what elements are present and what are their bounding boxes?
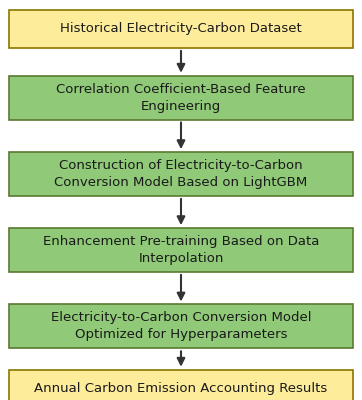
FancyBboxPatch shape <box>9 370 353 400</box>
Text: Correlation Coefficient-Based Feature
Engineering: Correlation Coefficient-Based Feature En… <box>56 83 306 113</box>
FancyBboxPatch shape <box>9 76 353 120</box>
Text: Enhancement Pre-training Based on Data
Interpolation: Enhancement Pre-training Based on Data I… <box>43 235 319 265</box>
Text: Historical Electricity-Carbon Dataset: Historical Electricity-Carbon Dataset <box>60 22 302 35</box>
FancyBboxPatch shape <box>9 152 353 196</box>
FancyBboxPatch shape <box>9 304 353 348</box>
FancyBboxPatch shape <box>9 10 353 48</box>
FancyBboxPatch shape <box>9 228 353 272</box>
Text: Electricity-to-Carbon Conversion Model
Optimized for Hyperparameters: Electricity-to-Carbon Conversion Model O… <box>51 311 311 342</box>
Text: Annual Carbon Emission Accounting Results: Annual Carbon Emission Accounting Result… <box>34 382 328 395</box>
Text: Construction of Electricity-to-Carbon
Conversion Model Based on LightGBM: Construction of Electricity-to-Carbon Co… <box>54 159 308 189</box>
